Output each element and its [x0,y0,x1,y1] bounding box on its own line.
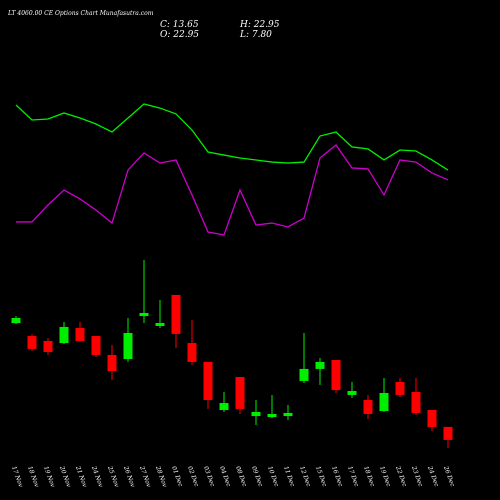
x-tick-label: 27 Nov [138,464,153,488]
candle-body [443,426,453,440]
candle-body [155,323,165,326]
info-high: H: 22.95 [239,20,280,30]
indicator-line [16,144,449,236]
candle-body [203,361,213,400]
x-tick-label: 18 Dec [362,465,376,488]
candle-body [43,340,53,353]
x-tick-label: 17 Dec [346,465,360,488]
x-tick-label: 15 Dec [314,465,328,488]
candle-body [395,381,405,395]
x-tick-label: 18 Nov [26,465,40,488]
x-tick-label: 16 Dec [330,465,344,488]
x-tick-label: 20 Nov [58,464,73,488]
x-tick-label: 22 Dec [394,464,408,488]
x-tick-label: 03 Dec [202,465,216,488]
x-tick-label: 23 Dec [410,464,424,488]
candle-body [411,392,421,413]
chart-title: LT 4060.00 CE Options Chart Munafasutra.… [7,10,154,17]
info-open: O: 22.95 [160,30,199,40]
x-tick-label: 17 Nov [10,465,24,488]
x-tick-label: 04 Dec [218,465,232,488]
candle-body [171,294,181,334]
candle-body [107,354,117,372]
x-tick-label: 26 Nov [122,464,137,488]
candle-body [219,403,229,411]
x-tick-label: 02 Dec [186,465,200,488]
candle-body [427,410,437,427]
candle-body [11,318,21,324]
candle-body [379,392,389,412]
candle-body [187,343,197,362]
x-tick-label: 08 Dec [234,465,248,488]
candle-body [123,332,133,359]
candle-body [347,391,357,395]
x-tick-label: 19 Nov [42,465,56,488]
candle-body [139,312,149,317]
candle-body [235,377,245,409]
candle-body [59,326,69,344]
x-tick-label: 19 Dec [378,465,392,488]
x-tick-label: 24 Nov [90,464,105,488]
x-tick-label: 28 Nov [154,464,169,488]
x-tick-label: 10 Dec [266,465,280,488]
candle-body [315,361,325,369]
x-tick-label: 01 Dec [170,465,184,488]
candle-body [331,359,341,391]
x-tick-label: 21 Nov [74,464,89,488]
candle-body [267,413,277,418]
candle-body [91,336,101,355]
candle-body [27,336,37,349]
candle-body [299,368,309,381]
x-tick-label: 09 Dec [250,465,264,488]
candle-body [75,327,85,341]
info-low: L: 7.80 [239,30,272,40]
candle-body [363,399,373,414]
x-tick-label: 12 Dec [298,465,312,488]
x-tick-label: 25 Nov [106,464,121,488]
x-tick-label: 11 Dec [282,465,296,488]
x-tick-label: 24 Dec [426,464,440,488]
info-close: C: 13.65 [160,20,199,30]
x-tick-label: 26 Dec [442,464,456,488]
indicator-line [15,103,449,171]
candle-body [283,412,293,417]
candle-body [251,412,261,417]
